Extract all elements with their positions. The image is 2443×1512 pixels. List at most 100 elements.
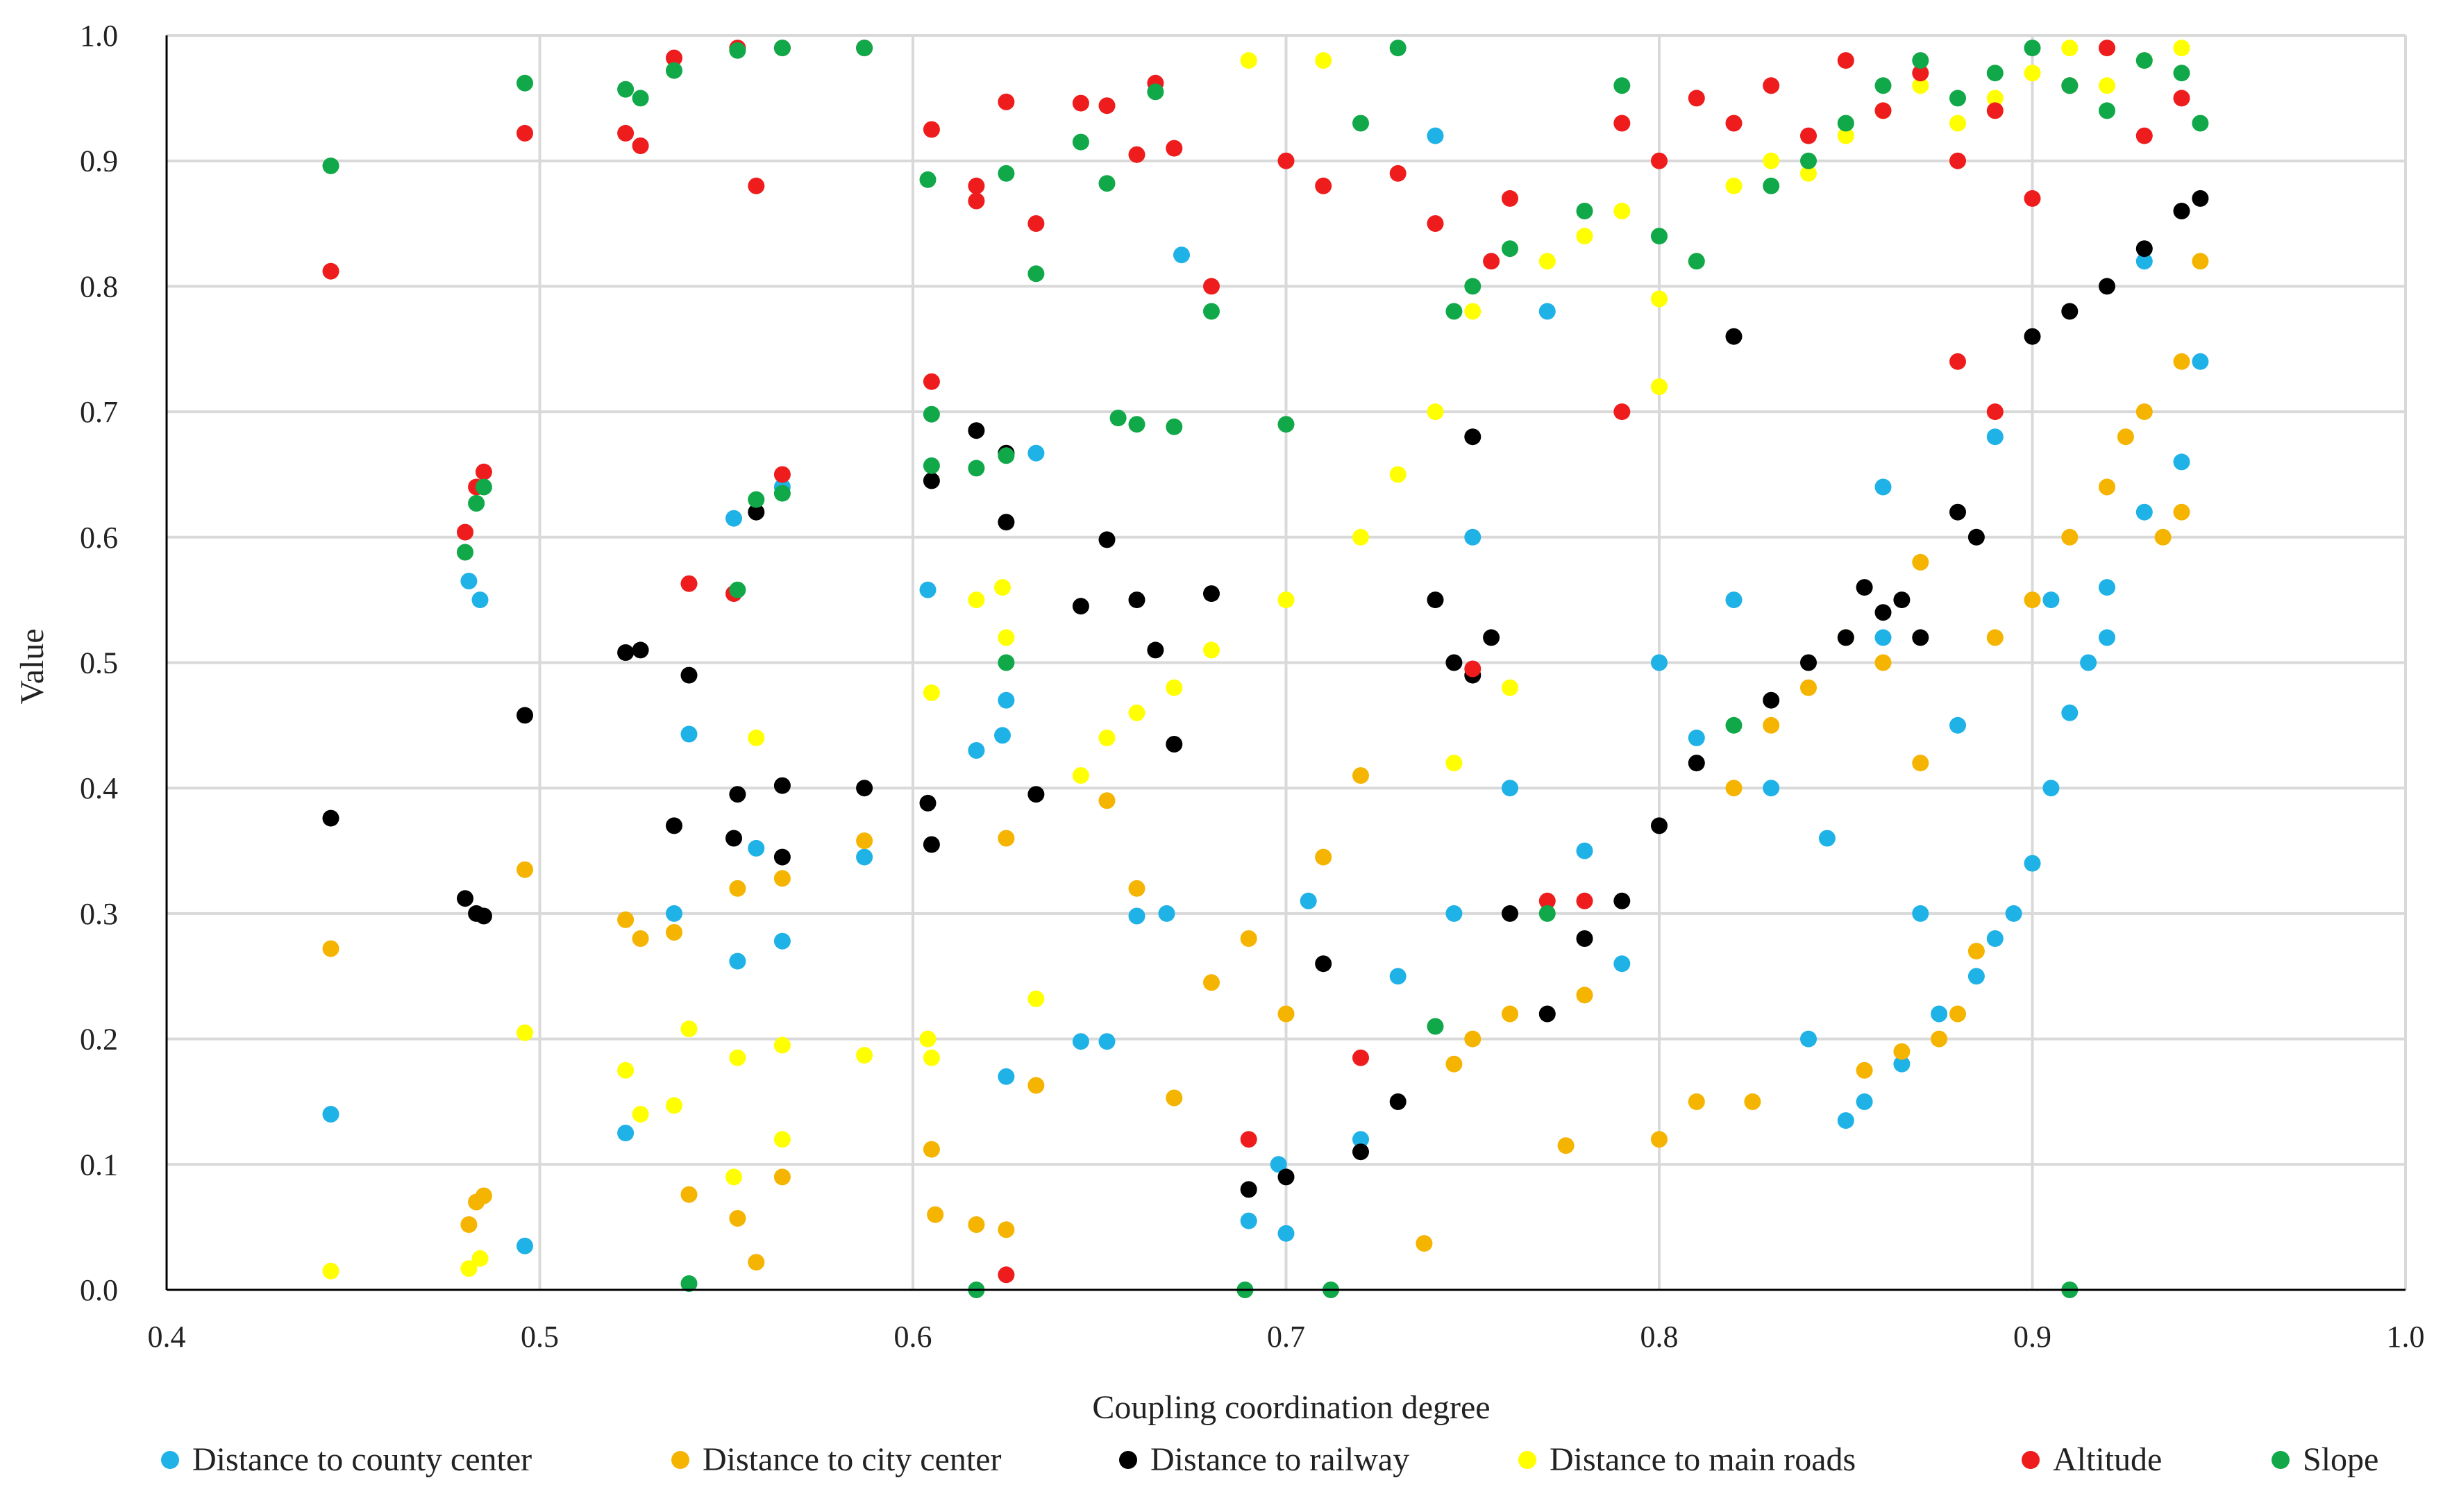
y-tick-label: 0.0 [80, 1273, 118, 1307]
data-point [468, 495, 485, 512]
data-point [666, 49, 682, 67]
data-point [2024, 591, 2041, 609]
data-point [1464, 428, 1481, 446]
data-point [1967, 943, 1985, 960]
data-point [1744, 1093, 1761, 1110]
series-2 [322, 190, 2209, 1198]
data-point [1464, 278, 1481, 295]
data-point [1986, 102, 2004, 119]
data-point [1389, 40, 1407, 57]
data-point [923, 1049, 940, 1066]
data-point [2173, 503, 2190, 521]
data-point [517, 74, 533, 92]
data-point [919, 1030, 937, 1048]
data-point [1949, 152, 1966, 169]
data-point [617, 1125, 635, 1142]
data-point [1098, 97, 1116, 115]
data-point [680, 1020, 698, 1038]
series-1 [322, 253, 2209, 1271]
data-point [1166, 140, 1183, 157]
data-point [1427, 215, 1444, 232]
x-tick-label: 0.8 [1640, 1320, 1679, 1354]
data-point [1800, 165, 1817, 182]
data-point [2099, 478, 2115, 496]
data-point [680, 1275, 698, 1292]
y-tick-label: 0.1 [80, 1148, 118, 1182]
data-point [1837, 52, 1854, 69]
data-point [968, 177, 985, 194]
data-point [1912, 77, 1929, 94]
data-point [748, 1254, 765, 1271]
data-point [773, 485, 791, 502]
data-point [322, 809, 339, 827]
data-point [1613, 77, 1631, 94]
data-point [1027, 265, 1045, 283]
data-point [1688, 1093, 1705, 1110]
data-point [1098, 531, 1116, 548]
data-point [1688, 90, 1705, 107]
y-axis-title: Value [14, 628, 51, 704]
data-point [680, 725, 698, 743]
legend-marker [671, 1451, 689, 1469]
y-tick-label: 0.7 [80, 395, 118, 429]
data-point [923, 121, 940, 138]
data-point [729, 42, 746, 59]
legend-item: Distance to railway [1119, 1441, 1409, 1478]
data-point [2192, 115, 2209, 132]
legend-marker [161, 1451, 179, 1469]
data-point [1203, 303, 1220, 320]
data-point [666, 817, 682, 834]
data-point [1725, 328, 1743, 345]
data-point [856, 832, 873, 850]
data-point [1464, 528, 1481, 546]
data-point [2024, 328, 2041, 345]
data-point [517, 1237, 533, 1254]
data-point [1986, 65, 2004, 82]
data-point [1240, 52, 1257, 69]
y-tick-label: 0.6 [80, 521, 118, 555]
data-point [1576, 930, 1593, 947]
data-point [923, 373, 940, 390]
data-point [680, 575, 698, 592]
data-point [998, 1266, 1015, 1284]
data-point [1502, 1005, 1518, 1023]
data-point [1651, 228, 1668, 245]
data-point [1576, 228, 1593, 245]
data-point [1949, 503, 1966, 521]
data-point [773, 932, 791, 950]
data-point [748, 503, 765, 521]
data-point [919, 171, 937, 188]
data-point [748, 839, 765, 857]
data-point [1389, 165, 1407, 182]
data-point [1874, 604, 1892, 621]
data-point [2135, 253, 2153, 270]
data-point [2135, 240, 2153, 258]
data-point [1763, 691, 1780, 709]
data-point [729, 880, 746, 897]
data-points [322, 40, 2209, 1298]
data-point [2024, 855, 2041, 872]
data-point [1725, 780, 1743, 797]
data-point [927, 1206, 944, 1223]
y-tick-label: 0.2 [80, 1023, 118, 1057]
data-point [617, 81, 635, 98]
data-point [1688, 253, 1705, 270]
data-point [1240, 1131, 1257, 1148]
data-point [856, 780, 873, 797]
data-point [632, 641, 649, 659]
data-point [1147, 83, 1164, 101]
data-point [1352, 767, 1369, 784]
data-point [1277, 416, 1295, 433]
data-point [1072, 598, 1089, 615]
data-point [322, 262, 339, 280]
data-point [856, 848, 873, 866]
data-point [968, 591, 985, 609]
data-point [2099, 102, 2115, 119]
data-point [1986, 403, 2004, 421]
data-point [1874, 77, 1892, 94]
data-point [1986, 629, 2004, 646]
data-point [1270, 1156, 1287, 1173]
data-point [1557, 1137, 1575, 1154]
data-point [1277, 152, 1295, 169]
data-point [471, 1250, 489, 1267]
